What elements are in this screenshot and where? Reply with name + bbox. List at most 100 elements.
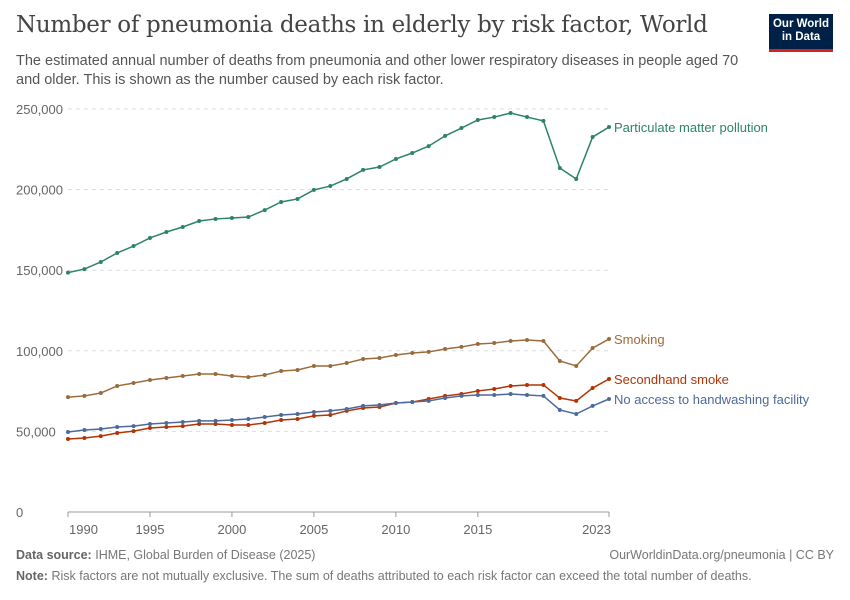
data-point (82, 267, 87, 272)
data-point (607, 337, 611, 342)
data-point (311, 413, 316, 418)
data-point (541, 338, 546, 343)
data-point (98, 434, 103, 439)
logo-line-2: in Data (781, 31, 821, 43)
data-point (98, 391, 103, 396)
data-point (115, 250, 120, 255)
data-point (459, 126, 464, 131)
data-point (590, 403, 595, 408)
y-tick-label: 250,000 (16, 102, 63, 117)
data-point (508, 111, 513, 116)
x-tick-label: 2023 (582, 522, 611, 537)
series-label: Smoking (614, 332, 665, 347)
data-point (246, 215, 251, 220)
data-point (393, 401, 398, 406)
data-point (541, 382, 546, 387)
source-label: Data source: (16, 548, 92, 562)
data-point (344, 176, 349, 181)
chart-subtitle: The estimated annual number of deaths fr… (16, 53, 739, 88)
data-point (574, 363, 579, 368)
data-point (262, 372, 267, 377)
data-point (279, 200, 284, 205)
data-point (361, 403, 366, 408)
note-label: Note: (16, 569, 48, 583)
data-point (541, 393, 546, 398)
data-point (590, 135, 595, 140)
series-label: No access to handwashing facility (614, 392, 810, 407)
y-tick-label: 50,000 (16, 424, 56, 439)
data-point (525, 337, 530, 342)
data-point (607, 396, 611, 401)
data-point (262, 421, 267, 426)
data-point (311, 363, 316, 368)
data-point (66, 430, 70, 435)
data-point (229, 422, 234, 427)
data-point (492, 341, 497, 346)
data-point (147, 421, 152, 426)
data-point (164, 376, 169, 381)
data-point (246, 416, 251, 421)
data-point (262, 415, 267, 420)
data-point (426, 398, 431, 403)
x-tick-label: 2000 (217, 522, 246, 537)
data-point (66, 395, 70, 400)
data-point (115, 431, 120, 436)
data-point (197, 418, 202, 423)
y-tick-label: 100,000 (16, 344, 63, 359)
data-point (328, 184, 333, 189)
owid-logo[interactable]: Our World in Data (769, 14, 833, 52)
source-url[interactable]: OurWorldinData.org/pneumonia | CC BY (609, 548, 834, 562)
data-point (525, 382, 530, 387)
series-line-2 (67, 378, 610, 440)
data-point (508, 392, 513, 397)
data-point (131, 244, 136, 249)
data-point (557, 358, 562, 363)
data-point (229, 373, 234, 378)
data-point (246, 422, 251, 427)
note-text: Risk factors are not mutually exclusive.… (51, 569, 752, 583)
data-point (295, 411, 300, 416)
x-tick-label: 1995 (136, 522, 165, 537)
data-point (410, 400, 415, 405)
data-point (459, 393, 464, 398)
data-point (131, 429, 136, 434)
data-point (525, 392, 530, 397)
data-point (82, 393, 87, 398)
data-point (147, 235, 152, 240)
data-point (295, 416, 300, 421)
data-point (410, 151, 415, 156)
data-point (475, 117, 480, 122)
data-point (180, 224, 185, 229)
data-point (377, 402, 382, 407)
data-point (279, 417, 284, 422)
data-point (525, 115, 530, 120)
data-point (311, 410, 316, 415)
y-tick-label: 0 (16, 505, 23, 520)
logo-line-1: Our World (772, 18, 829, 30)
footnote: Note: Risk factors are not mutually excl… (16, 569, 752, 583)
data-point (295, 196, 300, 201)
data-point (213, 421, 218, 426)
data-point (131, 381, 136, 386)
data-point (115, 425, 120, 430)
data-point (574, 176, 579, 181)
data-source: Data source: IHME, Global Burden of Dise… (16, 548, 315, 562)
data-point (213, 216, 218, 221)
data-point (492, 387, 497, 392)
data-point (115, 383, 120, 388)
data-point (492, 115, 497, 120)
y-tick-label: 200,000 (16, 183, 63, 198)
data-point (410, 351, 415, 356)
source-text[interactable]: IHME, Global Burden of Disease (2025) (95, 548, 316, 562)
data-point (246, 375, 251, 380)
data-point (492, 392, 497, 397)
data-point (66, 436, 70, 441)
data-point (541, 118, 546, 123)
data-point (508, 383, 513, 388)
data-point (66, 270, 70, 275)
data-point (180, 420, 185, 425)
series-label: Particulate matter pollution (614, 120, 768, 135)
data-point (164, 425, 169, 430)
data-point (443, 133, 448, 138)
